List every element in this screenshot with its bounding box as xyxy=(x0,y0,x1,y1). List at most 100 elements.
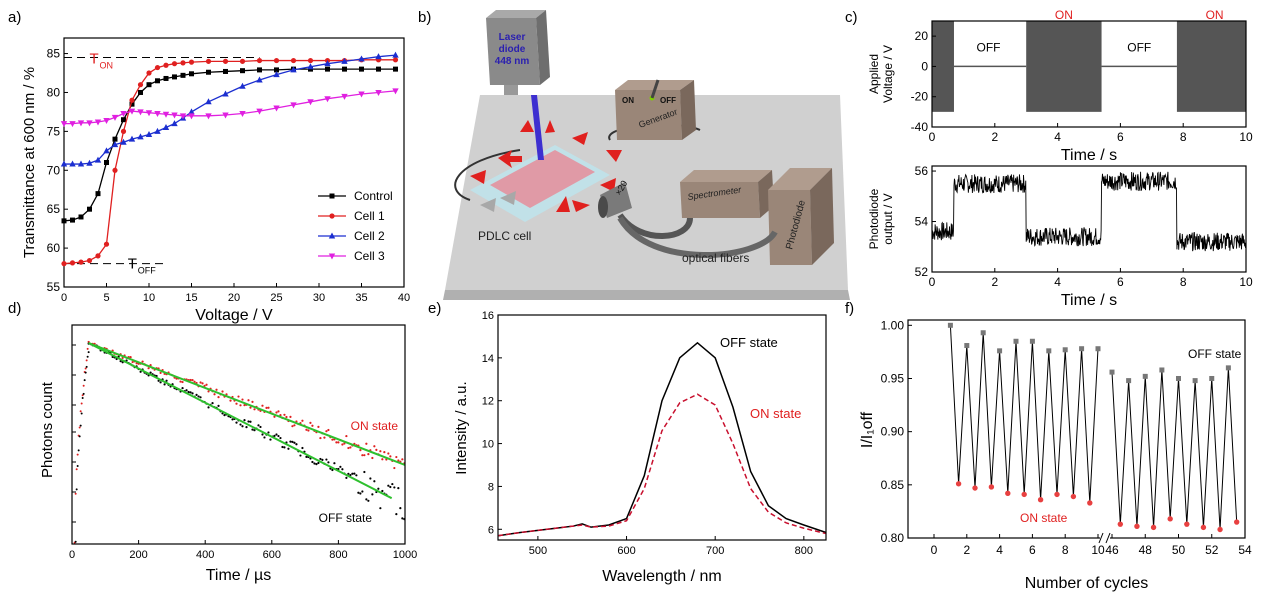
data-point xyxy=(217,404,220,408)
plot-frame xyxy=(497,314,827,541)
x-tick-label: 4 xyxy=(996,543,1003,557)
data-point xyxy=(329,193,335,199)
x-tick-label: 4 xyxy=(1054,275,1061,289)
arrow xyxy=(572,132,588,145)
data-point xyxy=(273,415,276,418)
optical-fibers-label: optical fibers xyxy=(682,251,749,265)
on-point xyxy=(988,484,995,490)
y-tick-label: 54 xyxy=(915,215,929,229)
data-point xyxy=(365,498,368,501)
data-point xyxy=(307,429,310,432)
data-point xyxy=(221,390,224,393)
data-point xyxy=(345,434,348,438)
data-point xyxy=(179,113,187,120)
data-point xyxy=(290,66,297,73)
y-axis-label: I/I₁off xyxy=(859,411,876,448)
data-point xyxy=(377,487,380,490)
data-point xyxy=(80,412,83,415)
data-point xyxy=(347,472,350,475)
axis-break-gap xyxy=(1100,532,1110,544)
data-point xyxy=(369,477,372,480)
data-point xyxy=(279,436,282,440)
data-point xyxy=(61,218,67,224)
data-point xyxy=(171,120,178,127)
t-off-label: T xyxy=(128,256,137,273)
data-point xyxy=(84,371,87,374)
data-point xyxy=(129,355,132,359)
data-point xyxy=(324,96,331,103)
y-axis-label-line1: Photodiode xyxy=(867,188,881,249)
plot-frame xyxy=(71,324,406,545)
on-point xyxy=(1054,491,1060,498)
x-tick-label: 5 xyxy=(103,292,109,304)
x-tick-label: 54 xyxy=(1238,543,1252,557)
data-point xyxy=(94,119,102,126)
data-point xyxy=(289,440,292,443)
data-point xyxy=(223,68,228,74)
data-point xyxy=(207,390,210,393)
arrow xyxy=(498,150,522,168)
data-point xyxy=(393,486,396,489)
data-point xyxy=(145,130,153,137)
on-point xyxy=(1184,521,1190,527)
on-point xyxy=(1167,516,1173,522)
x-tick-label: 35 xyxy=(355,292,367,304)
data-point xyxy=(359,449,362,452)
data-point xyxy=(162,123,170,130)
off-point xyxy=(1079,346,1085,352)
x-tick-label: 25 xyxy=(270,292,282,304)
data-point xyxy=(335,441,338,444)
off-point xyxy=(1209,375,1215,381)
photodiode-trace xyxy=(931,171,1247,252)
data-point xyxy=(357,491,360,494)
off-point xyxy=(1062,347,1068,353)
data-point xyxy=(235,402,238,405)
legend-label: Control xyxy=(354,189,393,203)
data-point xyxy=(83,379,86,382)
y-tick-label: 70 xyxy=(47,163,61,177)
data-point xyxy=(86,347,89,350)
data-point xyxy=(341,443,344,446)
table-surface xyxy=(445,95,848,290)
data-point xyxy=(373,480,376,483)
data-point xyxy=(60,121,68,128)
plot-frame xyxy=(931,20,1247,128)
data-point xyxy=(243,404,246,407)
fit-line-off xyxy=(88,342,393,500)
data-point xyxy=(104,160,109,165)
x-tick-label: 400 xyxy=(196,549,214,561)
data-point xyxy=(147,367,150,370)
data-point xyxy=(94,156,102,163)
data-point xyxy=(256,108,263,115)
data-point xyxy=(263,436,266,439)
data-point xyxy=(261,404,264,407)
x-tick-label: 800 xyxy=(795,545,813,557)
data-point xyxy=(291,440,294,444)
data-point xyxy=(327,461,330,464)
data-point xyxy=(337,441,340,444)
on-point xyxy=(1134,523,1140,530)
data-point xyxy=(301,446,304,450)
data-point xyxy=(76,453,79,456)
data-point xyxy=(120,110,127,117)
off-point xyxy=(1126,378,1132,384)
data-point xyxy=(290,102,297,109)
data-point xyxy=(359,492,362,495)
data-point xyxy=(79,410,82,413)
data-point xyxy=(307,63,314,70)
y-tick-label: 20 xyxy=(915,29,929,43)
data-point xyxy=(163,75,169,81)
y-tick-label: 1.00 xyxy=(881,318,905,332)
off-label: OFF xyxy=(1127,40,1151,54)
data-point xyxy=(273,57,280,64)
data-point xyxy=(287,447,290,450)
y-tick-label: 75 xyxy=(47,124,61,138)
x-tick-label: 700 xyxy=(706,545,724,557)
data-point xyxy=(307,57,314,64)
data-point xyxy=(293,424,296,427)
off-state-label: OFF state xyxy=(720,335,778,350)
data-point xyxy=(78,214,84,220)
off-point xyxy=(1095,346,1101,352)
objective-lens-face xyxy=(598,196,608,218)
panel-b: b) Laser diode 448 nm xyxy=(418,9,850,300)
